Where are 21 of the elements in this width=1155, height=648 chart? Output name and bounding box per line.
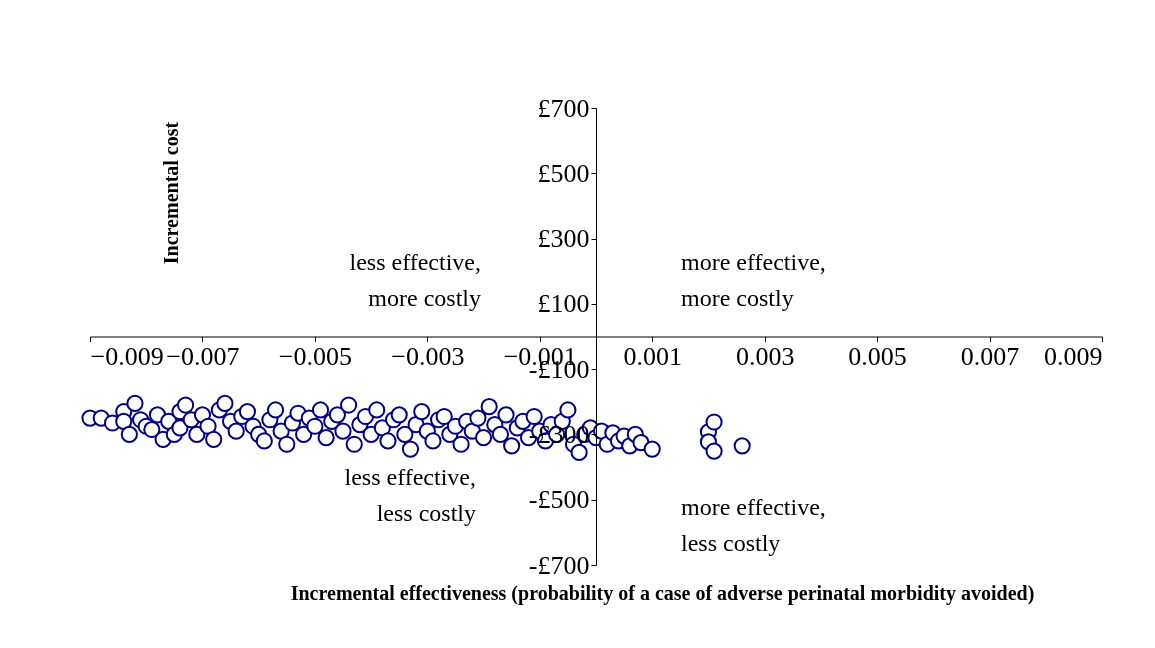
x-tick-label: −0.003 [391, 342, 465, 371]
y-tick-label: -£500 [528, 485, 590, 515]
x-tick-label: 0.007 [960, 342, 1020, 371]
x-tick-label: 0.003 [735, 342, 795, 371]
x-tick-label: 0.005 [848, 342, 907, 371]
y-tick-label: £300 [537, 224, 590, 254]
annotation: more effective, more costly [681, 249, 826, 311]
annotation: less effective, more costly [349, 249, 481, 311]
y-tick-label: £100 [537, 289, 590, 319]
x-tick-label: 0.001 [623, 342, 682, 371]
x-axis-title: Incremental effectiveness (probability of a case of adverse perinatal morbidity avoided) [290, 582, 1035, 605]
x-tick-label: −0.009 [90, 342, 164, 371]
x-tick-label: −0.007 [166, 342, 240, 371]
annotation: more effective, less costly [681, 494, 826, 556]
x-tick-label: −0.005 [278, 342, 352, 371]
x-tick-label: 0.009 [1044, 342, 1103, 371]
y-tick-label: £700 [537, 93, 590, 123]
y-axis-title: Incremental cost [160, 121, 182, 265]
annotation: less effective, less costly [344, 464, 476, 526]
y-tick-label: -£700 [528, 550, 590, 580]
y-tick-label: £500 [537, 158, 590, 188]
